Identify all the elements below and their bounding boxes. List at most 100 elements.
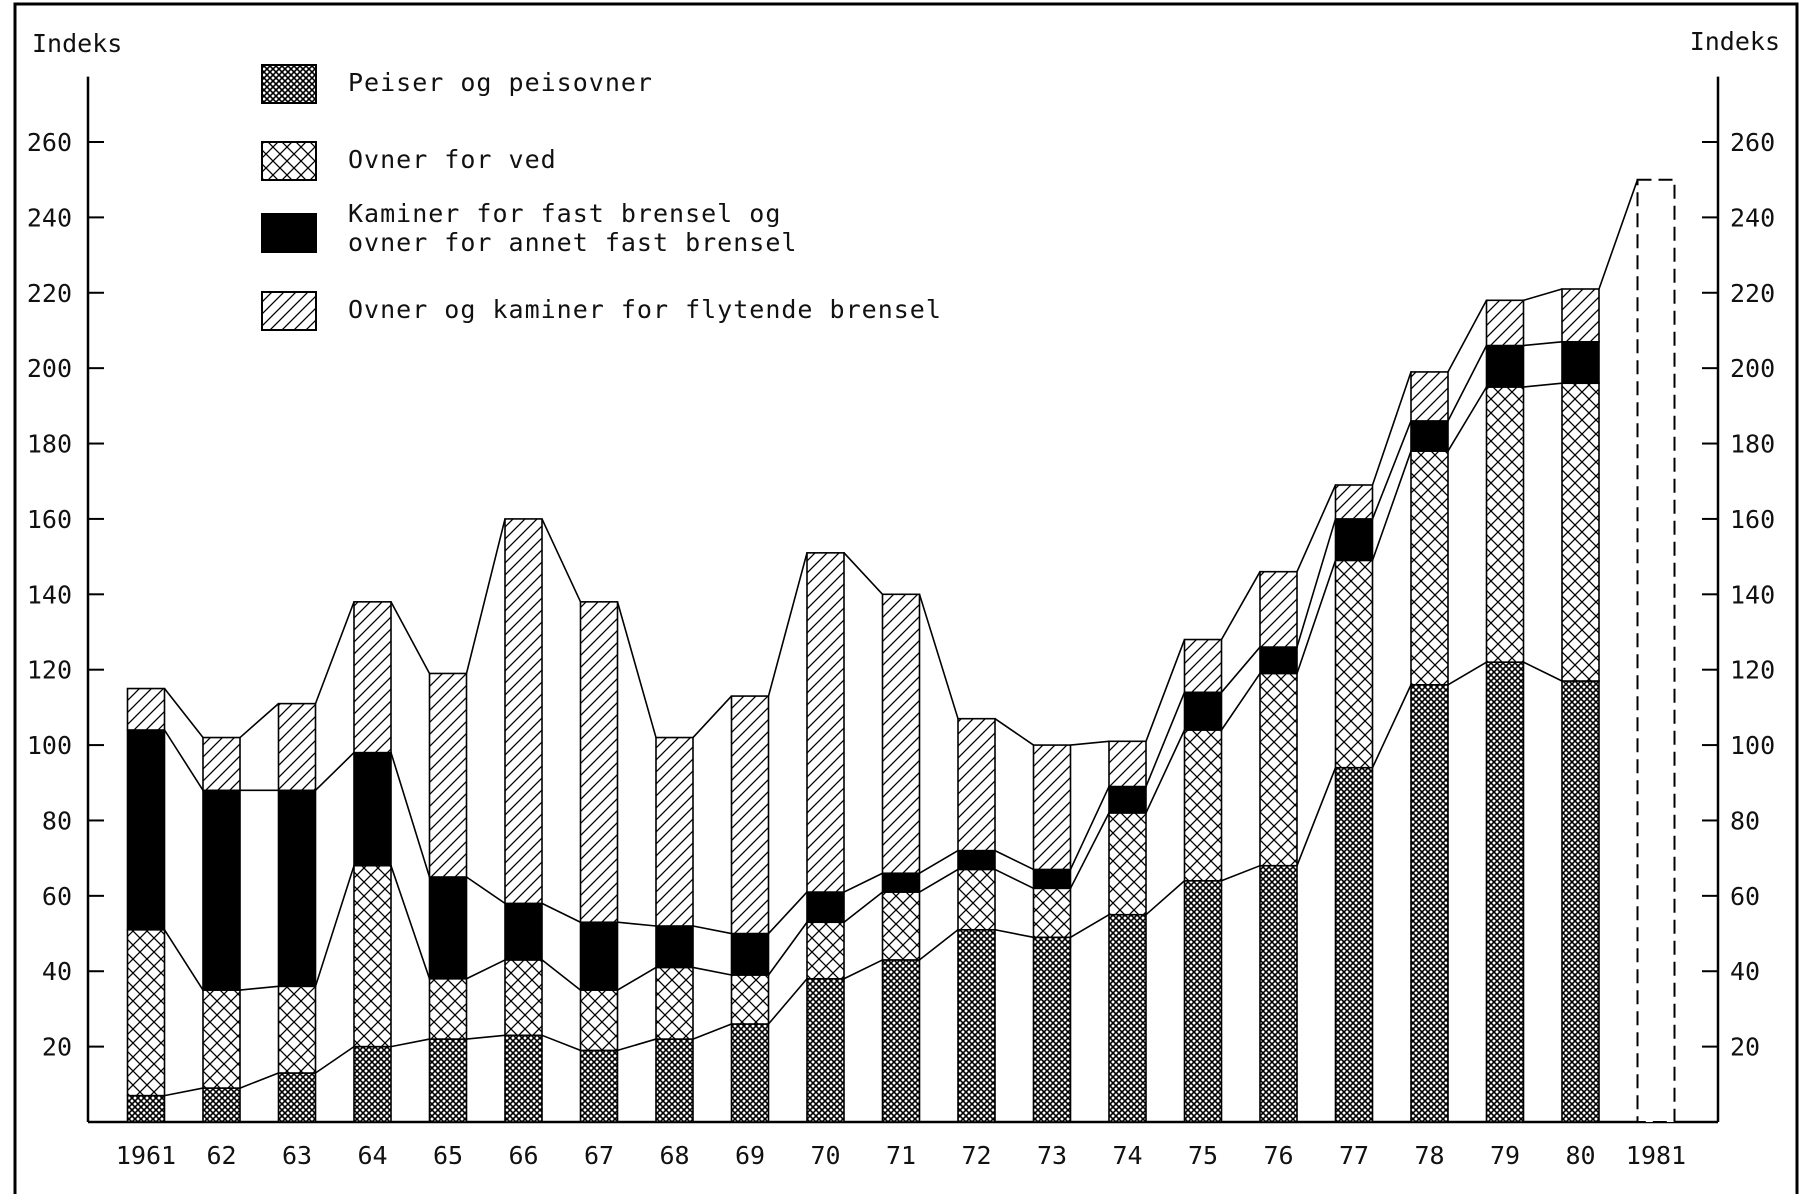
stack-line [163,382,1563,991]
legend-swatch [261,213,317,253]
bar-segment [730,974,770,1025]
bars [126,178,1676,1123]
bar-segment [1032,936,1072,1123]
bar-segment [202,736,241,792]
bar-segment [1183,691,1223,731]
y-tick-label-right: 200 [1730,354,1775,383]
y-axis-label-right: Indeks [1690,27,1780,56]
y-tick-label-right: 240 [1730,203,1775,232]
stack-line [163,340,1563,935]
y-tick-label-left: 260 [27,128,72,157]
stack-boundary-lines [163,179,1639,1097]
bar-segment [1032,887,1072,939]
bar-segment [126,1094,166,1123]
x-tick-label: 79 [1490,1141,1520,1170]
bar-segment [1561,288,1600,343]
bar-segment [806,891,845,924]
bar-segment [1032,744,1072,871]
x-tick-label: 69 [735,1141,765,1170]
x-tick-label: 71 [886,1141,916,1170]
x-tick-label: 65 [433,1141,463,1170]
bar-segment [806,552,845,893]
bar-segment [957,868,996,931]
bar-segment [1561,680,1600,1123]
stack-line [164,661,1563,1097]
bar-segment [1183,638,1223,694]
bar-segment [202,1087,241,1123]
bar-segment [504,1034,543,1123]
bar-segment [504,902,543,961]
bar-segment [1108,785,1147,814]
legend-label: Ovner for ved [348,145,557,174]
y-axis-label-left: Indeks [32,29,122,58]
y-tick-label-left: 180 [27,430,72,459]
y-tick-label-right: 180 [1730,430,1775,459]
bar-segment [428,977,468,1040]
x-tick-label: 1961 [116,1141,176,1170]
bar-segment [1259,646,1298,675]
x-tick-label: 62 [206,1141,236,1170]
y-tick-label-left: 120 [27,656,72,685]
legend-swatch [261,291,317,331]
bar-segment [277,702,317,792]
y-tick-label-left: 60 [42,882,72,911]
stack-line-estimate [1598,179,1639,290]
bar-segment [1485,299,1525,347]
bar-segment [1108,812,1147,916]
x-tick-label: 1981 [1626,1141,1686,1170]
bar-segment [730,695,770,935]
chart-frame [13,2,1799,1194]
y-tick-label-left: 100 [27,731,72,760]
bar-segment [1108,913,1147,1123]
bar-segment [957,928,996,1123]
bar-segment [428,1038,468,1123]
bar-segment [1485,661,1525,1123]
bar-segment [1410,450,1449,686]
y-tick-label-left: 160 [27,505,72,534]
y-tick-label-right: 220 [1730,279,1775,308]
bar-segment [504,518,543,905]
bar-segment [1410,683,1449,1123]
legend-swatch [261,141,317,181]
legend-label: Ovner og kaminer for flytende brensel [348,295,942,324]
y-tick-label-left: 200 [27,354,72,383]
bar-segment [881,959,921,1123]
bar-segment [1032,868,1072,890]
y-tick-label-left: 20 [42,1033,72,1062]
x-tick-label: 74 [1112,1141,1142,1170]
x-tick-label: 68 [659,1141,689,1170]
bar-segment [806,921,845,980]
bar-segment [1334,484,1374,520]
bar-segment [1561,382,1600,682]
bar-segment [277,1072,317,1123]
y-tick-label-right: 260 [1730,128,1775,157]
x-tick-label: 75 [1188,1141,1218,1170]
stack-line [163,288,1563,746]
bar-segment [1334,766,1374,1123]
bar-segment [353,1045,392,1123]
bar-segment [730,1023,770,1123]
y-tick-label-left: 240 [27,203,72,232]
bar-segment [1334,518,1374,562]
bar-segment [655,736,694,927]
bar-segment [1410,371,1449,422]
bar-segment [806,977,845,1123]
bar-segment [730,932,770,976]
bar-segment [428,876,468,980]
tick-labels: 20 20 40 40 60 60 80 80 100 100 120 120 140 140 160 160… [27,128,1775,1170]
x-tick-label: 70 [810,1141,840,1170]
bar-segment [1259,570,1298,648]
bar-segment [1485,344,1525,388]
y-tick-label-right: 100 [1730,731,1775,760]
bar-segment [1485,386,1525,663]
bar-segment [579,601,619,924]
bar-segment [655,966,694,1040]
bar-segment [353,864,392,1048]
bar-segment [655,1038,694,1123]
bar-segment [428,672,468,878]
x-tick-label: 64 [357,1141,387,1170]
legend-label: ovner for annet fast brensel [348,228,797,257]
y-tick-label-right: 60 [1730,882,1760,911]
